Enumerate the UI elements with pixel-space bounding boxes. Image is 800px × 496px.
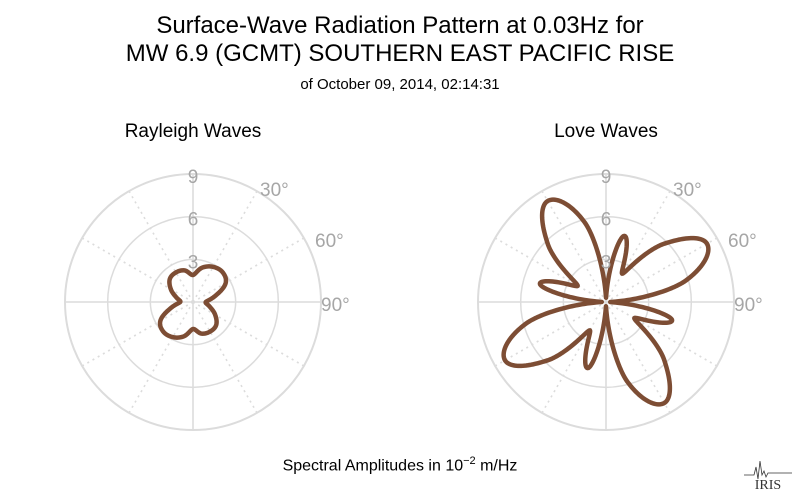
radial-tick-label: 6 <box>601 210 612 231</box>
chart-subtitle: of October 09, 2014, 02:14:31 <box>300 76 500 93</box>
grid-spoke-60 <box>192 237 305 303</box>
polar-chart-0: 3 6 9 30° 60° 90° Rayleigh Waves <box>64 121 350 431</box>
angle-label: 90° <box>321 295 350 316</box>
angle-label: 30° <box>260 180 289 201</box>
units-base: 10 <box>445 457 464 475</box>
grid-spoke-240 <box>81 301 194 367</box>
chart-title-line2: MW 6.9 (GCMT) SOUTHERN EAST PACIFIC RISE <box>125 40 675 67</box>
angle-label: 60° <box>315 231 344 252</box>
polar-chart-1: 3 6 9 30° 60° 90° Love Waves <box>477 121 763 431</box>
radial-tick-label: 3 <box>188 252 199 273</box>
units-prefix: Spectral Amplitudes in <box>282 457 446 475</box>
units-exponent: −2 <box>463 455 476 467</box>
polar-chart-title: Love Waves <box>554 121 658 142</box>
amplitude-units-note: Spectral Amplitudes in 10−2 m/Hz <box>0 455 800 475</box>
angle-label: 60° <box>728 231 757 252</box>
radial-tick-label: 3 <box>601 252 612 273</box>
grid-spoke-150 <box>192 301 258 414</box>
radiation-pattern-curve <box>501 197 711 407</box>
radiation-pattern-curve <box>157 264 229 340</box>
chart-title-line1: Surface-Wave Radiation Pattern at 0.03Hz… <box>156 12 644 39</box>
radial-tick-label: 9 <box>601 167 612 188</box>
angle-label: 90° <box>734 295 763 316</box>
units-suffix: m/Hz <box>475 457 518 475</box>
grid-spoke-330 <box>128 190 194 303</box>
angle-label: 30° <box>673 180 702 201</box>
radial-tick-label: 6 <box>188 210 199 231</box>
iris-logo-text: IRIS <box>755 478 781 491</box>
radial-tick-label: 9 <box>188 167 199 188</box>
polar-chart-title: Rayleigh Waves <box>125 121 262 142</box>
iris-logo: IRIS <box>744 460 792 491</box>
